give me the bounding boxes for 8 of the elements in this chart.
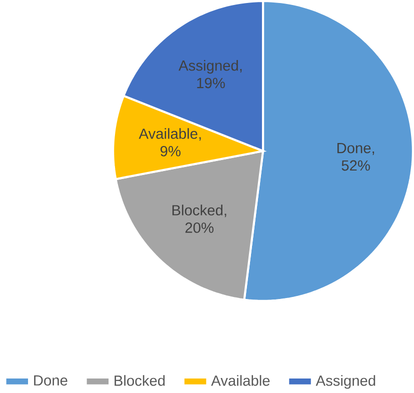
data-label: Blocked, 20% bbox=[172, 204, 226, 233]
legend-label: Available bbox=[211, 374, 270, 386]
legend-label: Done bbox=[34, 375, 68, 386]
data-label: Assigned, 19% bbox=[178, 60, 242, 88]
data-label: Done, 52% bbox=[337, 142, 374, 171]
legend-label: Assigned bbox=[316, 374, 376, 389]
legend-label: Blocked bbox=[114, 374, 165, 386]
data-label: Available, 9% bbox=[138, 128, 201, 156]
